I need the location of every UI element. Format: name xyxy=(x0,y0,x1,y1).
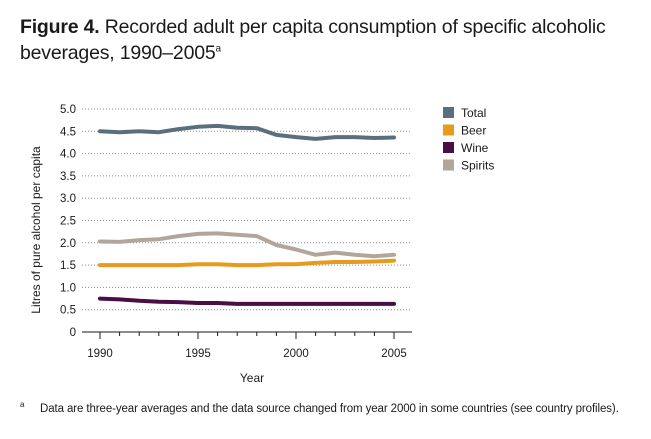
series-line-spirits xyxy=(98,231,396,259)
legend-label-beer: Beer xyxy=(461,124,486,138)
y-tick-label: 2.5 xyxy=(60,216,76,228)
figure-title-text: Recorded adult per capita consumption of… xyxy=(20,16,606,64)
y-tick-label: 1.0 xyxy=(60,282,76,294)
legend-swatch-spirits xyxy=(443,159,454,171)
x-tick-label: 2000 xyxy=(283,348,309,360)
legend-swatch-total xyxy=(443,107,454,118)
footnote-marker: a xyxy=(20,400,25,409)
x-axis: 1990 1995 2000 2005 xyxy=(82,331,412,360)
y-tick-label: 4.5 xyxy=(60,126,76,138)
y-axis-label: Litres of pure alcohol per capita xyxy=(29,146,43,314)
y-tick-label: 4.0 xyxy=(60,149,76,161)
y-tick-label: 0.5 xyxy=(60,305,76,317)
x-axis-label: Year xyxy=(240,371,264,385)
figure-title: Figure 4. Recorded adult per capita cons… xyxy=(20,14,620,66)
y-tick-label: 3.5 xyxy=(60,171,76,183)
x-tick-label: 1990 xyxy=(87,348,113,360)
footnote: a Data are three-year averages and the da… xyxy=(20,400,640,415)
y-tick-label: 2.0 xyxy=(60,238,76,250)
legend: Total Beer Wine Spirits xyxy=(443,106,494,173)
x-tick-label: 2005 xyxy=(381,348,407,360)
figure-label: Figure 4. xyxy=(20,16,100,38)
series-line-total xyxy=(98,123,396,141)
y-axis: 0 0.5 1.0 1.5 2.0 2.5 3.0 3.5 4.0 4.5 5.0 xyxy=(60,104,76,339)
legend-label-wine: Wine xyxy=(461,141,489,155)
y-tick-label: 3.0 xyxy=(60,193,76,205)
y-tick-label: 1.5 xyxy=(60,260,76,272)
y-tick-label: 5.0 xyxy=(60,104,76,116)
series-line-wine xyxy=(98,296,396,306)
x-tick-label: 1995 xyxy=(185,348,211,360)
legend-label-total: Total xyxy=(461,106,486,120)
figure-title-superscript: a xyxy=(215,43,222,55)
legend-swatch-wine xyxy=(443,142,454,153)
legend-label-spirits: Spirits xyxy=(461,159,494,173)
y-tick-label: 0 xyxy=(70,327,76,339)
grid xyxy=(82,108,412,311)
footnote-text: Data are three-year averages and the dat… xyxy=(40,402,619,415)
series-line-beer xyxy=(98,258,396,268)
legend-swatch-beer xyxy=(443,124,454,136)
series-group xyxy=(98,123,396,306)
